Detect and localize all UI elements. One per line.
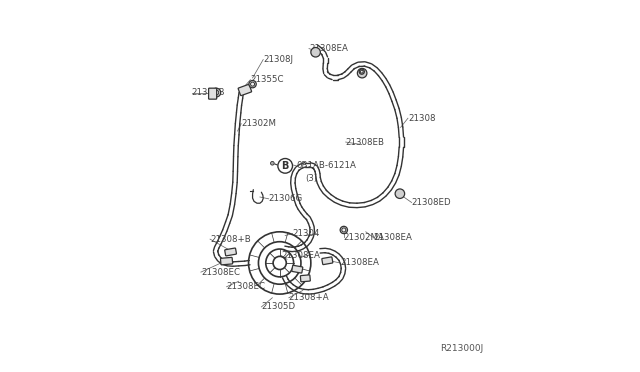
- Circle shape: [212, 88, 221, 97]
- FancyBboxPatch shape: [225, 248, 236, 256]
- Text: 21308EA: 21308EA: [340, 259, 379, 267]
- Text: 21304: 21304: [292, 229, 320, 238]
- Circle shape: [250, 82, 255, 86]
- Text: 0B1AB-6121A: 0B1AB-6121A: [296, 161, 356, 170]
- Text: 21308+A: 21308+A: [289, 293, 330, 302]
- Text: 21355C: 21355C: [250, 75, 284, 84]
- Text: 21308: 21308: [408, 114, 435, 123]
- Circle shape: [395, 189, 404, 198]
- FancyBboxPatch shape: [300, 275, 310, 282]
- Text: 21308J: 21308J: [263, 55, 293, 64]
- Text: 21302MA: 21302MA: [344, 233, 385, 242]
- Circle shape: [271, 161, 274, 165]
- Circle shape: [360, 70, 363, 73]
- Text: (3): (3): [305, 174, 317, 183]
- FancyBboxPatch shape: [322, 257, 333, 264]
- Text: 21305D: 21305D: [261, 302, 296, 311]
- FancyBboxPatch shape: [292, 265, 303, 273]
- Circle shape: [359, 69, 364, 74]
- Text: R213000J: R213000J: [440, 344, 483, 353]
- Circle shape: [311, 48, 321, 57]
- Circle shape: [249, 80, 256, 88]
- FancyBboxPatch shape: [238, 84, 252, 96]
- Text: B: B: [282, 161, 289, 171]
- Text: 21308ED: 21308ED: [412, 198, 451, 207]
- Circle shape: [342, 228, 346, 232]
- FancyBboxPatch shape: [209, 88, 217, 99]
- Text: 21320B: 21320B: [192, 88, 225, 97]
- Circle shape: [357, 68, 367, 78]
- Text: 21308EC: 21308EC: [201, 267, 240, 277]
- Circle shape: [340, 226, 348, 234]
- Text: 21302M: 21302M: [241, 119, 276, 128]
- Text: 21306G: 21306G: [269, 194, 303, 203]
- Text: 21308EA: 21308EA: [282, 251, 321, 260]
- Text: 21308EA: 21308EA: [309, 44, 348, 53]
- Text: 21308EC: 21308EC: [227, 282, 266, 291]
- Text: 21308+B: 21308+B: [210, 235, 251, 244]
- Circle shape: [214, 90, 219, 95]
- Text: 21308EA: 21308EA: [373, 233, 412, 242]
- Text: 21308EB: 21308EB: [346, 138, 385, 147]
- FancyBboxPatch shape: [221, 257, 232, 265]
